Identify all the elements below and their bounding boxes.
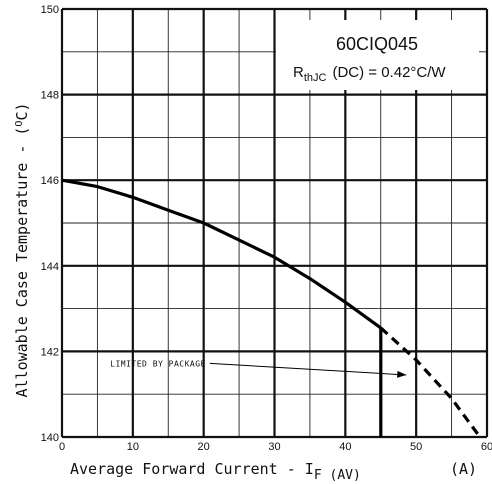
x-tick-labels: 0 10 20 30 40 50 60	[59, 441, 492, 453]
x-axis-label: Average Forward Current - IF (AV)	[70, 460, 361, 483]
x-tick-label: 30	[268, 441, 280, 453]
annotation: LIMITED BY PACKAGE	[110, 359, 407, 378]
y-tick-label: 150	[41, 4, 59, 16]
y-tick-label: 144	[41, 261, 59, 273]
annotation-arrow-line	[209, 362, 407, 376]
x-tick-label: 60	[481, 441, 492, 453]
solid-curve	[61, 178, 382, 330]
y-tick-label: 142	[41, 346, 59, 358]
annotation-text: LIMITED BY PACKAGE	[110, 359, 206, 368]
y-tick-labels: 140 142 144 146 148 150	[41, 4, 59, 444]
chart-title: 60CIQ045	[336, 34, 418, 54]
annotation-arrowhead	[397, 370, 407, 378]
x-tick-label: 20	[198, 441, 210, 453]
x-tick-label: 40	[339, 441, 351, 453]
y-tick-label: 140	[41, 432, 59, 444]
x-tick-label: 10	[127, 441, 139, 453]
dashed-curve	[379, 326, 482, 438]
y-tick-label: 146	[41, 175, 59, 187]
y-axis-label: Allowable Case Temperature - (OC)	[13, 102, 31, 397]
x-tick-label: 0	[59, 441, 65, 453]
x-axis-unit: (A)	[450, 460, 477, 478]
legend-box	[276, 20, 479, 90]
curves	[61, 178, 482, 438]
y-tick-label: 148	[41, 90, 59, 102]
x-tick-label: 50	[410, 441, 422, 453]
chart-subtitle: RthJC (DC) = 0.42°C/W	[293, 64, 446, 84]
